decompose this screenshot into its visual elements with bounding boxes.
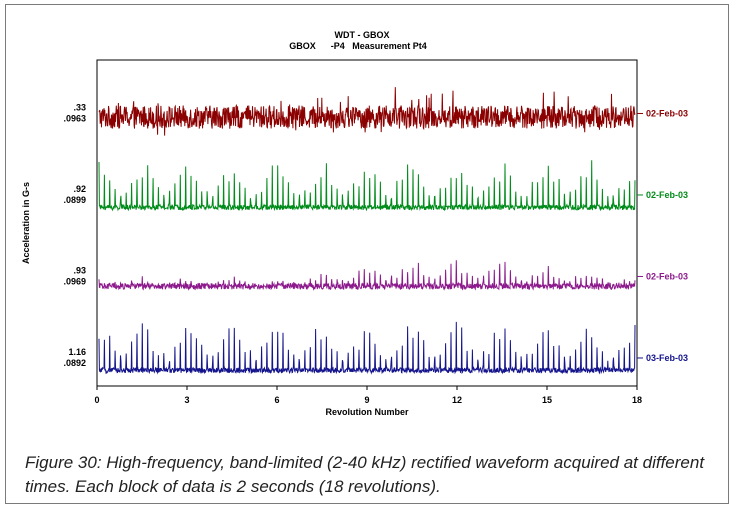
series-line [98,321,636,375]
x-tick-label: 0 [94,395,99,405]
series-date-label: 02-Feb-03 [646,108,688,118]
series-scale-max: .92 [73,184,86,194]
series-date-label: 02-Feb-03 [646,271,688,281]
figure-frame: WDT - GBOX GBOX -P4 Measurement Pt4 0 3 6 9… [5,4,729,504]
series-scale-offset: .0899 [63,195,86,205]
series-scale-offset: .0969 [63,277,86,287]
series-line [98,260,636,291]
series-scale-offset: .0892 [63,358,86,368]
series-scale-max: 1.16 [68,347,86,357]
x-tick-label: 6 [274,395,279,405]
y-axis-label: Acceleration in G-s [21,182,31,264]
series-layer [98,87,636,375]
x-axis: 0 3 6 9 12 15 18 [94,386,642,405]
x-tick-label: 15 [542,395,552,405]
x-tick-label: 3 [184,395,189,405]
series-line [98,160,636,212]
figure-caption: Figure 30: High-frequency, band-limited … [25,453,705,496]
series-scale-offset: .0963 [63,114,86,124]
x-tick-label: 12 [452,395,462,405]
x-tick-label: 18 [632,395,642,405]
series-scale-max: .33 [73,103,86,113]
series-labels: .33.0963 02-Feb-03 .92.0899 02-Feb-03 .93.09… [63,103,688,369]
waveform-chart: WDT - GBOX GBOX -P4 Measurement Pt4 0 3 6 9… [21,30,688,417]
x-axis-label: Revolution Number [325,407,409,417]
chart-title: WDT - GBOX [335,30,390,40]
series-date-label: 02-Feb-03 [646,190,688,200]
series-line [98,87,636,136]
series-scale-max: .93 [73,266,86,276]
series-date-label: 03-Feb-03 [646,353,688,363]
x-tick-label: 9 [364,395,369,405]
chart-subtitle: GBOX -P4 Measurement Pt4 [289,41,427,51]
